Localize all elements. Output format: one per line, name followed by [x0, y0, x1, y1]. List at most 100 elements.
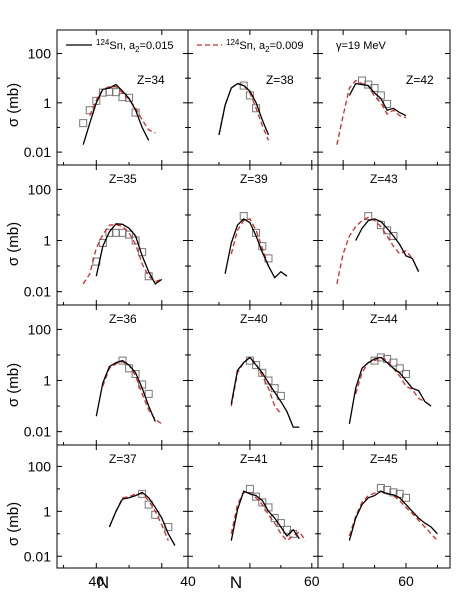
calc-line-red	[336, 216, 420, 285]
y-tick-label: 100	[28, 321, 52, 337]
panel-frame	[56, 304, 189, 446]
y-tick-label: 1	[43, 95, 51, 111]
panel-z-label: Z=42	[406, 73, 434, 87]
calc-line-black	[108, 491, 176, 546]
calc-line-black	[348, 82, 407, 117]
panel-z-label: Z=45	[370, 452, 398, 466]
calc-line-black	[348, 356, 432, 425]
experimental-point	[111, 88, 120, 97]
legend-mass: 124	[96, 38, 110, 47]
y-tick-label: 1	[43, 233, 51, 249]
y-tick-label: 0.01	[24, 284, 51, 300]
experimental-point	[389, 358, 398, 367]
panel-frame	[56, 164, 189, 306]
calc-line-red	[108, 493, 169, 541]
experimental-point	[376, 353, 385, 362]
legend-mass: 124	[226, 38, 240, 47]
panel-z-label: Z=41	[240, 452, 268, 466]
y-axis-title: σ (mb)	[5, 502, 22, 546]
experimental-point	[144, 389, 153, 398]
y-tick-label: 1	[43, 503, 51, 519]
experimental-point	[258, 498, 267, 507]
legend-value: =0.015	[140, 40, 174, 52]
panel-z-label: Z=36	[109, 312, 137, 326]
x-tick-label: 60	[304, 573, 320, 589]
legend-value: =0.009	[270, 40, 304, 52]
panel-z-label: Z=34	[137, 73, 165, 87]
legend-param: , a	[253, 40, 266, 52]
panel-z-label: Z=40	[240, 312, 268, 326]
legend-param: , a	[123, 40, 136, 52]
legend-sub: 2	[135, 45, 140, 54]
y-tick-label: 0.01	[24, 548, 51, 564]
calc-line-black	[95, 223, 163, 285]
y-tick-label: 0.01	[24, 424, 51, 440]
panel-9: Z=44	[317, 304, 451, 446]
experimental-point	[125, 93, 134, 102]
experimental-point	[252, 361, 261, 370]
y-axis-title: σ (mb)	[5, 222, 22, 266]
panel-z-label: Z=39	[240, 172, 268, 186]
y-tick-label: 100	[28, 181, 52, 197]
panel-3: Z=42	[317, 29, 451, 166]
calc-line-red	[89, 86, 156, 134]
legend-entry-black: 124Sn, a2=0.015	[96, 38, 173, 54]
experimental-point	[118, 356, 127, 365]
calc-line-red	[230, 218, 270, 267]
calc-line-red	[348, 491, 438, 542]
panels-layer: 100 1 0.01 Z=34 Z=38 Z=42 100 1 0.01 Z=35 Z=39 Z=43…	[24, 29, 451, 589]
calc-line-black	[230, 490, 300, 541]
calc-line-black	[230, 356, 300, 428]
panel-8: Z=40	[187, 304, 319, 446]
legend-sub: 2	[265, 45, 270, 54]
panel-7: 100 1 0.01 Z=36	[24, 304, 189, 446]
legend-entry-red: 124Sn, a2=0.009	[226, 38, 303, 54]
y-tick-label: 100	[28, 458, 52, 474]
panel-5: Z=39	[187, 164, 319, 306]
panel-z-label: Z=44	[370, 312, 398, 326]
experimental-point	[131, 369, 140, 378]
panel-10: 100 1 0.01 40 Z=37	[24, 444, 189, 589]
experimental-point	[245, 484, 254, 493]
experimental-point	[252, 492, 261, 501]
labels-layer: σ (mb) σ (mb) σ (mb) σ (mb) N N	[5, 83, 242, 592]
panel-4: 100 1 0.01 Z=35	[24, 164, 189, 306]
y-tick-label: 1	[43, 373, 51, 389]
experimental-point	[252, 104, 261, 113]
experimental-point	[402, 369, 410, 378]
calc-line-black	[355, 218, 420, 272]
calc-line-black	[224, 218, 288, 279]
experimental-point	[239, 81, 248, 90]
panel-z-label: Z=43	[370, 172, 398, 186]
panel-frame	[317, 444, 451, 569]
panel-z-label: Z=35	[109, 172, 137, 186]
experimental-point	[402, 493, 410, 502]
legend-symbol: Sn	[239, 40, 252, 52]
panel-frame	[317, 304, 451, 446]
experimental-point	[118, 228, 127, 237]
legend: 124Sn, a2=0.015 124Sn, a2=0.009 γ=19 MeV	[66, 38, 386, 54]
x-tick-label: 40	[89, 573, 105, 589]
y-axis-title: σ (mb)	[5, 363, 22, 407]
experimental-point	[85, 106, 94, 115]
y-axis-title: σ (mb)	[5, 83, 22, 127]
x-tick-label: 40	[180, 573, 196, 589]
panel-11: 40 60 Z=41	[180, 444, 320, 589]
experimental-point	[389, 488, 398, 497]
experimental-point	[125, 230, 134, 239]
legend-experiment-label: γ=19 MeV	[336, 40, 386, 52]
calc-line-red	[355, 356, 432, 407]
experimental-point	[144, 500, 153, 509]
panel-z-label: Z=37	[109, 452, 137, 466]
panel-12: 60 Z=45	[317, 444, 451, 589]
experimental-point	[395, 364, 404, 373]
x-axis-title: N	[230, 573, 242, 592]
y-tick-label: 0.01	[24, 144, 51, 160]
calc-line-red	[218, 82, 270, 141]
experimental-point	[105, 87, 114, 96]
calc-line-black	[218, 82, 270, 136]
legend-symbol: Sn	[109, 40, 122, 52]
experimental-point	[79, 119, 88, 128]
x-tick-label: 60	[398, 573, 414, 589]
